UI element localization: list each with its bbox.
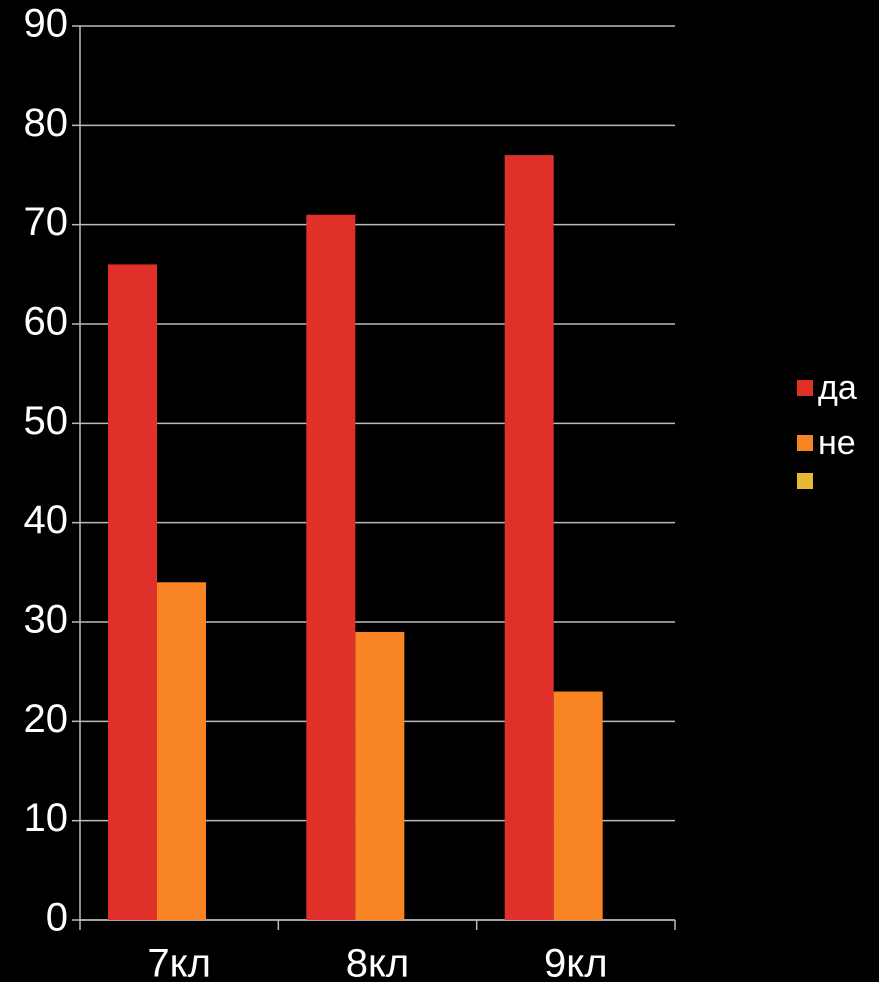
x-tick-label: 7кл [147, 942, 211, 982]
bar [108, 264, 157, 920]
x-tick-label: 9кл [544, 942, 608, 982]
y-tick-label: 10 [24, 796, 69, 840]
y-tick-label: 20 [24, 697, 69, 741]
bar [157, 582, 206, 920]
y-tick-label: 80 [24, 101, 69, 145]
bar [504, 155, 554, 921]
y-tick-label: 50 [24, 399, 69, 443]
y-tick-label: 70 [24, 200, 69, 244]
bar [306, 214, 356, 920]
bar [355, 631, 405, 920]
y-tick-label: 60 [24, 300, 69, 344]
y-tick-label: 0 [46, 896, 68, 940]
y-tick-label: 90 [24, 2, 69, 46]
legend-swatch [797, 473, 813, 489]
legend-label: не [818, 424, 856, 462]
y-tick-label: 30 [24, 598, 69, 642]
legend-swatch [797, 380, 813, 396]
bar [553, 691, 603, 920]
y-tick-label: 40 [24, 498, 69, 542]
legend-swatch [797, 435, 813, 451]
legend-label: да [818, 369, 857, 407]
x-tick-label: 8кл [346, 942, 410, 982]
